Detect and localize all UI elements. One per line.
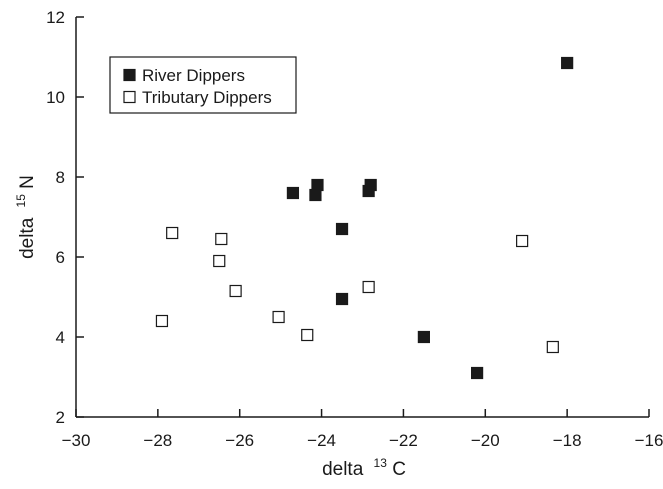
river-dipper-point (309, 188, 322, 202)
x-tick-label: −28 (143, 431, 172, 450)
axes (75, 17, 649, 418)
y-tick-label: 8 (56, 168, 65, 187)
x-tick-label: −20 (471, 431, 500, 450)
x-axis-title-text: delta (322, 459, 364, 480)
legend: River Dippers Tributary Dippers (109, 56, 297, 114)
legend-label-river-dippers: River Dippers (142, 66, 245, 85)
y-tick-label: 6 (56, 248, 65, 267)
tributary-dipper-point (213, 254, 226, 268)
x-tick-label: −16 (635, 431, 663, 450)
x-tick-label: −26 (225, 431, 254, 450)
x-tick-label: −22 (389, 431, 418, 450)
legend-marker-river-dippers (123, 68, 136, 82)
x-tick-label: −30 (62, 431, 91, 450)
y-axis-title-suffix: N (17, 175, 38, 189)
tributary-dipper-point (272, 310, 285, 324)
legend-box (109, 56, 297, 114)
river-dipper-point (471, 366, 484, 380)
river-dipper-point (561, 56, 574, 70)
y-axis-title: delta 15 N (9, 175, 38, 259)
x-tick-label: −24 (307, 431, 336, 450)
y-axis-title-text: delta (17, 217, 38, 259)
tick-marks: −30 −28 −26 −24 −22 −20 −18 −16 2 4 6 8 10 12 (46, 8, 663, 450)
y-tick-label: 10 (46, 88, 65, 107)
x-tick-label: −18 (553, 431, 582, 450)
river-dipper-point (335, 222, 349, 236)
legend-label-tributary-dippers: Tributary Dippers (142, 88, 272, 107)
y-tick-label: 2 (56, 408, 65, 427)
legend-marker-tributary-dippers (123, 90, 136, 104)
x-axis-title-suffix: C (392, 459, 406, 480)
river-dipper-point (286, 186, 300, 200)
river-dipper-point (417, 330, 430, 344)
tributary-dipper-point (229, 284, 242, 298)
tributary-dipper-point (546, 340, 559, 354)
river-dipper-point (335, 292, 349, 306)
tributary-dipper-point (155, 314, 169, 328)
tributary-dipper-point (362, 280, 375, 294)
y-tick-label: 4 (56, 328, 65, 347)
x-axis-title: delta 13 C (322, 451, 406, 480)
x-axis-title-superscript: 13 (374, 456, 388, 470)
y-tick-label: 12 (46, 8, 65, 27)
river-dipper-point (311, 178, 324, 192)
data-points (155, 56, 574, 380)
tributary-dipper-point (301, 328, 314, 342)
tributary-dipper-point (215, 232, 228, 246)
tributary-dipper-point (166, 226, 179, 240)
tributary-dipper-point (516, 234, 529, 248)
y-axis-title-superscript: 15 (14, 194, 28, 208)
river-dipper-point (362, 184, 375, 198)
